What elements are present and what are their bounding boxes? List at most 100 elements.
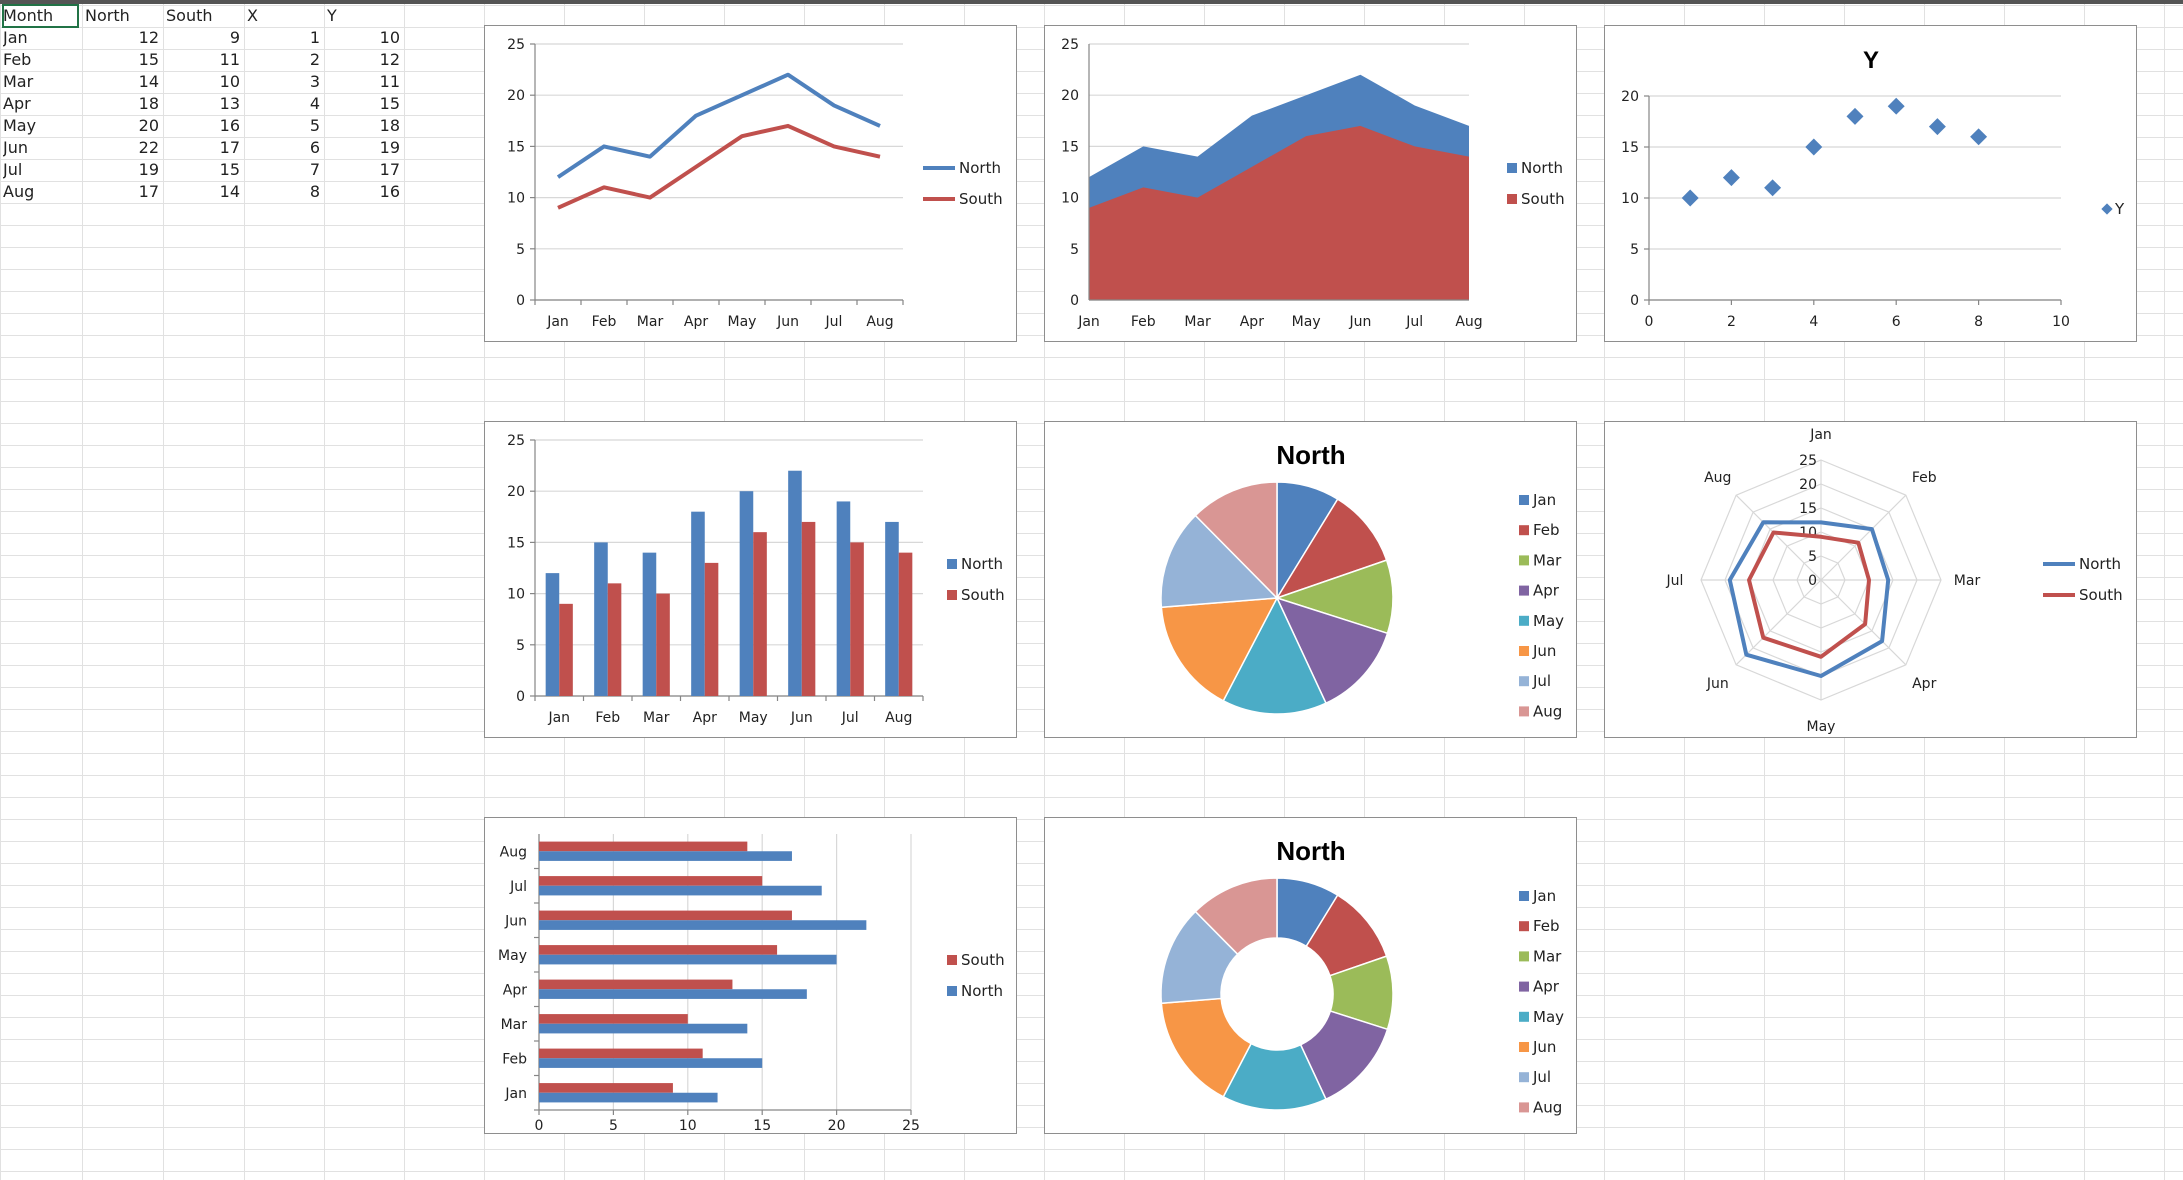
data-cell[interactable]: 22 xyxy=(138,138,159,157)
donut-legend-label[interactable]: Jul xyxy=(1532,1068,1551,1086)
line-series-north[interactable] xyxy=(556,72,881,179)
data-cell[interactable]: 14 xyxy=(219,182,240,201)
hbar-bar-north[interactable] xyxy=(539,1092,718,1103)
hbar-bar-north[interactable] xyxy=(539,851,792,861)
scatter-point[interactable] xyxy=(1805,138,1823,156)
data-cell[interactable]: 9 xyxy=(229,28,240,47)
data-cell[interactable]: Jan xyxy=(3,28,28,47)
area-series-south[interactable] xyxy=(1089,125,1469,300)
line-series-south[interactable] xyxy=(557,123,881,210)
pie-chart[interactable]: North Jan Feb Mar Apr May Jun Jul Aug xyxy=(1044,421,1577,738)
data-cell[interactable]: 10 xyxy=(379,28,400,47)
column-legend-label[interactable]: South xyxy=(961,586,1005,604)
line-legend-label[interactable]: South xyxy=(959,190,1003,208)
donut-legend-label[interactable]: Apr xyxy=(1533,978,1560,996)
pie-legend-label[interactable]: May xyxy=(1533,612,1564,630)
donut-legend-label[interactable]: May xyxy=(1533,1008,1564,1026)
data-cell[interactable]: 8 xyxy=(309,182,320,201)
hbar-bar-north[interactable] xyxy=(539,1023,748,1034)
pie-legend-label[interactable]: Mar xyxy=(1533,551,1562,569)
pie-slice-apr[interactable] xyxy=(1275,596,1389,705)
column-bar-north[interactable] xyxy=(885,521,899,696)
hbar-bar-south[interactable] xyxy=(539,841,748,852)
donut-slice-aug[interactable] xyxy=(1194,877,1278,956)
column-bar-south[interactable] xyxy=(607,583,622,696)
column-bar-north[interactable] xyxy=(739,491,754,696)
scatter-point[interactable] xyxy=(1764,179,1782,197)
line-legend-label[interactable]: North xyxy=(959,159,1001,177)
header-cell[interactable]: X xyxy=(247,6,258,25)
pie-legend-label[interactable]: Jul xyxy=(1532,672,1551,690)
pie-legend-label[interactable]: Feb xyxy=(1533,521,1560,539)
column-bar-north[interactable] xyxy=(545,573,560,696)
area-legend-label[interactable]: South xyxy=(1521,190,1565,208)
radar-series-south[interactable] xyxy=(1747,530,1871,659)
pie-slice-feb[interactable] xyxy=(1275,498,1388,600)
data-cell[interactable]: 15 xyxy=(379,94,400,113)
scatter-point[interactable] xyxy=(1681,189,1699,207)
hbar-bar-south[interactable] xyxy=(539,945,778,955)
data-cell[interactable]: 7 xyxy=(309,160,320,179)
donut-legend-label[interactable]: Mar xyxy=(1533,947,1562,965)
hbar-bar-south[interactable] xyxy=(539,979,733,990)
data-cell[interactable]: 11 xyxy=(379,72,400,91)
hbar-bar-north[interactable] xyxy=(539,954,837,965)
pie-legend-label[interactable]: Aug xyxy=(1533,702,1562,720)
data-cell[interactable]: 4 xyxy=(309,94,320,113)
data-cell[interactable]: 17 xyxy=(379,160,400,179)
data-cell[interactable]: 16 xyxy=(379,182,400,201)
pie-slice-jun[interactable] xyxy=(1160,597,1279,702)
data-cell[interactable]: 5 xyxy=(309,116,320,135)
pie-legend-label[interactable]: Jan xyxy=(1532,491,1556,509)
column-bar-north[interactable] xyxy=(691,511,705,696)
donut-legend-label[interactable]: Jun xyxy=(1532,1038,1556,1056)
area-chart[interactable]: 0 5 10 15 20 25 Jan Feb Mar Apr May Jun Jul Aug North S… xyxy=(1044,25,1577,342)
data-cell[interactable]: 14 xyxy=(138,72,159,91)
header-cell[interactable]: Y xyxy=(327,6,337,25)
pie-legend-label[interactable]: Jun xyxy=(1532,642,1556,660)
column-bar-south[interactable] xyxy=(898,552,913,696)
data-cell[interactable]: Jul xyxy=(3,160,23,179)
data-cell[interactable]: 19 xyxy=(138,160,159,179)
hbar-bar-north[interactable] xyxy=(539,989,807,999)
column-legend-label[interactable]: North xyxy=(961,555,1003,573)
column-bar-south[interactable] xyxy=(704,562,719,696)
hbar-bar-south[interactable] xyxy=(539,910,792,921)
area-legend-label[interactable]: North xyxy=(1521,159,1563,177)
radar-series-north[interactable] xyxy=(1727,520,1891,678)
data-cell[interactable]: Aug xyxy=(3,182,35,201)
column-bar-north[interactable] xyxy=(836,501,851,696)
data-cell[interactable]: 1 xyxy=(309,28,320,47)
hbar-bar-south[interactable] xyxy=(539,1014,688,1024)
data-cell[interactable]: 3 xyxy=(309,72,320,91)
pie-slice-aug[interactable] xyxy=(1194,481,1278,600)
data-cell[interactable]: Jun xyxy=(3,138,28,157)
scatter-point[interactable] xyxy=(1887,97,1905,115)
hbar-bar-north[interactable] xyxy=(539,885,822,896)
data-cell[interactable]: 2 xyxy=(309,50,320,69)
scatter-point[interactable] xyxy=(1928,118,1946,136)
donut-legend-label[interactable]: Jan xyxy=(1532,887,1556,905)
pie-legend-label[interactable]: Apr xyxy=(1533,582,1560,600)
scatter-point[interactable] xyxy=(1722,169,1740,187)
donut-legend-label[interactable]: Aug xyxy=(1533,1098,1562,1116)
radar-legend-label[interactable]: South xyxy=(2079,586,2123,604)
column-bar-north[interactable] xyxy=(788,470,802,696)
scatter-point[interactable] xyxy=(1970,128,1988,146)
data-cell[interactable]: 16 xyxy=(219,116,240,135)
data-cell[interactable]: 20 xyxy=(138,116,159,135)
data-cell[interactable]: Mar xyxy=(3,72,34,91)
header-cell[interactable]: South xyxy=(166,6,213,25)
horizontal-bar-chart[interactable]: 0 5 10 15 20 25 Jan Feb Mar Apr May Jun Jul Aug South N… xyxy=(484,817,1017,1134)
hbar-bar-south[interactable] xyxy=(539,1083,673,1093)
donut-legend-label[interactable]: Feb xyxy=(1533,917,1560,935)
data-cell[interactable]: 6 xyxy=(309,138,320,157)
pie-slice-mar[interactable] xyxy=(1274,559,1394,635)
line-chart[interactable]: 0 5 10 15 20 25 Jan Feb Mar Apr May Jun Jul Aug North S… xyxy=(484,25,1017,342)
data-cell[interactable]: Feb xyxy=(3,50,32,69)
column-chart[interactable]: 0 5 10 15 20 25 Jan Feb Mar Apr May Jun Jul Aug North S… xyxy=(484,421,1017,738)
pie-slice-jul[interactable] xyxy=(1160,514,1279,609)
data-cell[interactable]: 12 xyxy=(379,50,400,69)
data-cell[interactable]: 15 xyxy=(219,160,240,179)
data-cell[interactable]: 15 xyxy=(138,50,159,69)
